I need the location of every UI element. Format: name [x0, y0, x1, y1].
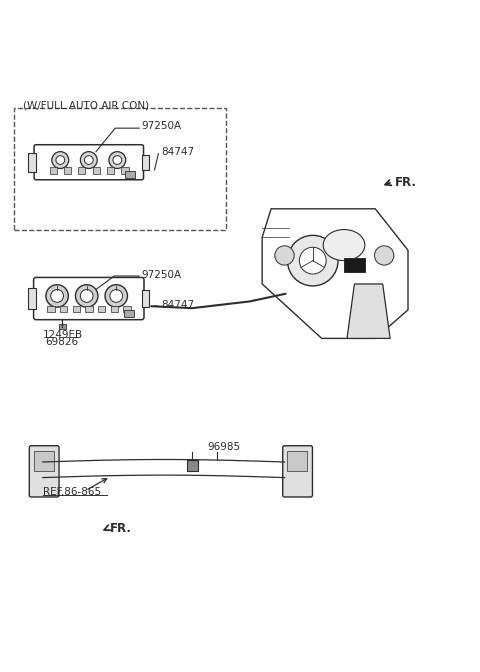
Circle shape [75, 285, 98, 307]
Circle shape [300, 247, 326, 274]
Bar [123, 306, 131, 312]
Circle shape [110, 290, 122, 302]
Bar [344, 258, 365, 272]
Circle shape [51, 290, 63, 302]
Ellipse shape [323, 230, 365, 261]
Circle shape [105, 285, 128, 307]
Text: 84747: 84747 [161, 300, 194, 310]
Circle shape [84, 156, 93, 165]
Text: 97250A: 97250A [142, 121, 182, 131]
Circle shape [46, 285, 68, 307]
Circle shape [288, 235, 338, 286]
Text: 96985: 96985 [207, 442, 240, 452]
Text: 97250A: 97250A [142, 270, 182, 280]
Circle shape [275, 246, 294, 265]
Text: 1249EB: 1249EB [43, 330, 84, 340]
Bar [59, 325, 66, 329]
Bar [49, 167, 57, 174]
Circle shape [80, 290, 93, 302]
FancyBboxPatch shape [34, 144, 144, 180]
Circle shape [56, 156, 65, 165]
Circle shape [80, 152, 97, 169]
Bar [111, 306, 118, 312]
Bar [125, 171, 135, 179]
Text: FR.: FR. [109, 522, 132, 536]
Text: (W/FULL AUTO AIR CON): (W/FULL AUTO AIR CON) [23, 101, 149, 111]
Bar [142, 155, 149, 170]
Text: 84747: 84747 [161, 147, 194, 157]
Text: FR.: FR. [395, 176, 417, 189]
Bar [48, 306, 55, 312]
Bar [107, 167, 114, 174]
Bar [93, 167, 100, 174]
Bar [28, 153, 36, 172]
Bar [187, 460, 198, 470]
Circle shape [52, 152, 69, 169]
Bar [78, 167, 85, 174]
Bar [73, 306, 80, 312]
Bar [121, 167, 129, 174]
Bar [124, 310, 134, 317]
Circle shape [374, 246, 394, 265]
Circle shape [109, 152, 126, 169]
Circle shape [113, 156, 122, 165]
Bar [34, 452, 54, 471]
FancyBboxPatch shape [29, 446, 59, 497]
Text: 69826: 69826 [46, 337, 79, 347]
Bar [98, 306, 105, 312]
Bar [287, 452, 307, 471]
Bar [60, 306, 67, 312]
Bar [28, 288, 36, 309]
Bar [142, 290, 149, 307]
Polygon shape [347, 284, 390, 339]
FancyBboxPatch shape [34, 278, 144, 320]
FancyBboxPatch shape [283, 446, 312, 497]
Bar [64, 167, 71, 174]
Text: REF.86-865: REF.86-865 [43, 487, 101, 497]
Bar [85, 306, 93, 312]
Polygon shape [262, 209, 408, 339]
